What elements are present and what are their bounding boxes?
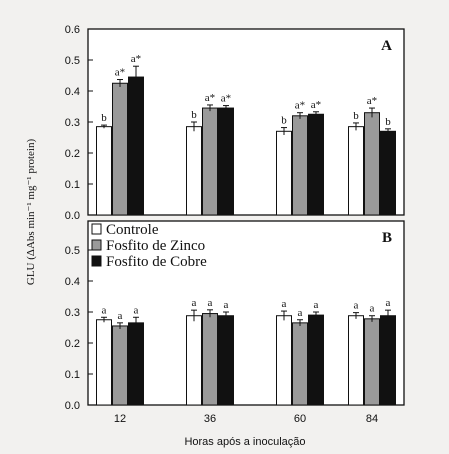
bar bbox=[128, 76, 144, 216]
y-tick-label: 0.4 bbox=[65, 86, 80, 98]
significance-label: a* bbox=[311, 99, 321, 111]
significance-label: a bbox=[354, 300, 359, 312]
legend-label: Controle bbox=[106, 222, 159, 238]
bar bbox=[276, 315, 292, 406]
significance-label: a bbox=[224, 299, 229, 311]
x-tick-label: 36 bbox=[204, 413, 216, 425]
bar bbox=[186, 126, 202, 216]
y-tick-label: 0.1 bbox=[65, 369, 80, 381]
bar bbox=[380, 315, 396, 406]
significance-label: a bbox=[102, 304, 107, 316]
significance-label: b bbox=[353, 110, 359, 122]
y-tick-label: 0.0 bbox=[65, 400, 80, 412]
legend-swatch bbox=[91, 223, 102, 235]
x-tick-label: 12 bbox=[114, 413, 126, 425]
bar bbox=[308, 314, 324, 406]
y-tick-label: 0.5 bbox=[65, 245, 80, 257]
bar bbox=[218, 107, 234, 216]
significance-label: a bbox=[386, 297, 391, 309]
bar bbox=[96, 126, 112, 216]
significance-label: a bbox=[118, 310, 123, 322]
x-tick-label: 60 bbox=[294, 413, 306, 425]
x-tick-label: 84 bbox=[366, 413, 378, 425]
significance-label: a* bbox=[295, 100, 305, 112]
y-tick-label: 0.3 bbox=[65, 307, 80, 319]
significance-label: a bbox=[298, 307, 303, 319]
y-tick-label: 0.4 bbox=[65, 276, 80, 288]
significance-label: a* bbox=[367, 95, 377, 107]
legend-swatch bbox=[91, 255, 102, 267]
legend-swatch bbox=[91, 239, 102, 251]
bar bbox=[186, 315, 202, 406]
significance-label: b bbox=[385, 116, 391, 128]
bar bbox=[276, 130, 292, 216]
significance-label: a* bbox=[205, 92, 215, 104]
y-tick-label: 0.0 bbox=[65, 210, 80, 222]
y-tick-label: 0.3 bbox=[65, 117, 80, 129]
bar bbox=[128, 322, 144, 406]
bar bbox=[348, 315, 364, 406]
bar bbox=[202, 107, 218, 216]
significance-label: a bbox=[370, 303, 375, 315]
significance-label: a bbox=[192, 297, 197, 309]
chart-panels: 0.0 0.1 0.2 0.3 0.4 0.5 0.6 b b b b a* a* a* a* a* a* a* b… bbox=[65, 24, 405, 425]
y-axis-label: GLU (ΔAbs min⁻¹ mg⁻¹ protein) bbox=[25, 139, 37, 286]
bar bbox=[202, 313, 218, 406]
bar bbox=[348, 126, 364, 216]
legend-label: Fosfito de Zinco bbox=[106, 238, 205, 254]
significance-label: a bbox=[134, 304, 139, 316]
bar bbox=[292, 322, 308, 406]
bar bbox=[380, 130, 396, 216]
bar bbox=[308, 113, 324, 216]
bar bbox=[112, 82, 128, 216]
bar bbox=[292, 115, 308, 216]
bar bbox=[96, 319, 112, 406]
significance-label: a* bbox=[131, 53, 141, 65]
bar bbox=[364, 112, 380, 216]
panel-label: A bbox=[381, 38, 392, 54]
panel-label: B bbox=[382, 230, 392, 246]
y-tick-label: 0.5 bbox=[65, 55, 80, 67]
bar bbox=[218, 315, 234, 406]
significance-label: b bbox=[191, 109, 197, 121]
bar bbox=[364, 318, 380, 406]
x-axis-label: Horas após a inoculação bbox=[184, 436, 305, 448]
y-tick-label: 0.2 bbox=[65, 148, 80, 160]
significance-label: a* bbox=[115, 67, 125, 79]
significance-label: a bbox=[208, 297, 213, 309]
y-tick-label: 0.6 bbox=[65, 24, 80, 36]
significance-label: a bbox=[314, 299, 319, 311]
significance-label: b bbox=[281, 115, 287, 127]
legend-label: Fosfito de Cobre bbox=[106, 254, 207, 270]
y-tick-label: 0.1 bbox=[65, 179, 80, 191]
panel-A: 0.0 0.1 0.2 0.3 0.4 0.5 0.6 b b b b a* a* a* a* a* a* a* b… bbox=[65, 24, 405, 222]
y-tick-label: 0.2 bbox=[65, 338, 80, 350]
significance-label: a bbox=[282, 298, 287, 310]
bar bbox=[112, 325, 128, 406]
significance-label: b bbox=[101, 112, 107, 124]
significance-label: a* bbox=[221, 93, 231, 105]
